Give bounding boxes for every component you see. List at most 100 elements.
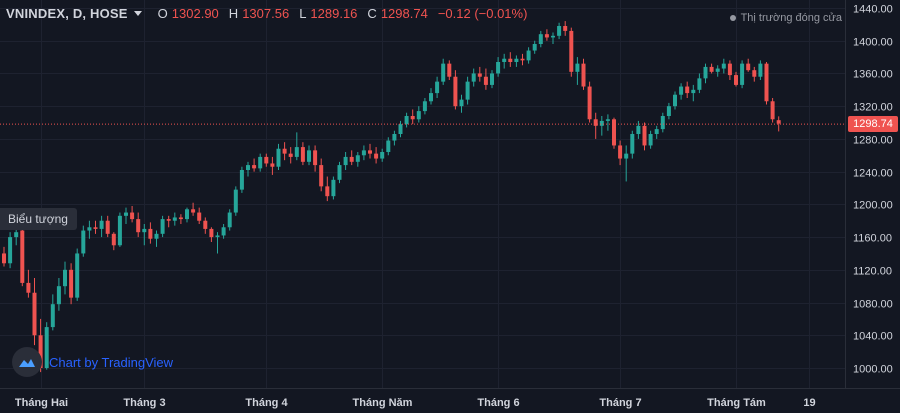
y-tick-label: 1000.00	[853, 364, 893, 376]
market-status: Thị trường đóng cửa	[729, 12, 842, 24]
candle-body	[87, 227, 92, 231]
candle-body	[69, 269, 74, 298]
candle-body	[679, 86, 684, 95]
candle	[752, 66, 757, 82]
candle-body	[544, 34, 549, 38]
candle	[374, 147, 379, 164]
candle-body	[514, 58, 519, 62]
candle-body	[636, 125, 641, 134]
candle	[258, 153, 263, 172]
candle	[276, 143, 281, 170]
market-status-text: Thị trường đóng cửa	[740, 12, 842, 24]
price-axis-bg	[845, 0, 900, 413]
candle-body	[105, 220, 110, 234]
candle-body	[215, 235, 220, 238]
candle	[69, 263, 74, 305]
candle	[532, 40, 537, 54]
candle-body	[447, 63, 452, 77]
y-tick-label: 1280.00	[853, 135, 893, 147]
candle	[20, 228, 25, 287]
candle	[111, 232, 116, 251]
candle	[471, 68, 476, 87]
candle	[721, 58, 726, 74]
candle	[56, 278, 61, 311]
candle-body	[227, 212, 232, 228]
candle	[2, 246, 6, 267]
symbol-button[interactable]: Biểu tượng	[0, 208, 77, 230]
candle-body	[532, 44, 537, 51]
candle	[185, 207, 189, 223]
candle	[612, 117, 616, 149]
candle	[233, 186, 238, 216]
candle-body	[508, 58, 513, 62]
candle	[337, 161, 342, 184]
candle-body	[776, 120, 781, 124]
candle-body	[8, 237, 13, 264]
candle	[551, 32, 555, 44]
x-tick-label: Tháng Hai	[15, 397, 68, 409]
candle	[221, 224, 226, 239]
x-tick-label: Tháng 7	[599, 397, 641, 409]
candle-body	[166, 219, 171, 221]
candle	[172, 212, 177, 226]
candle-body	[734, 75, 738, 85]
caret-down-icon[interactable]	[133, 11, 142, 16]
candle-body	[441, 63, 446, 82]
candle-body	[380, 152, 385, 159]
candle-body	[630, 134, 635, 154]
candle-body	[758, 63, 763, 77]
candle	[264, 153, 269, 167]
candle	[32, 278, 37, 346]
tradingview-logo-icon	[12, 347, 42, 377]
symbol-title[interactable]: VNINDEX, D, HOSE	[6, 6, 128, 21]
candle-body	[142, 228, 147, 233]
candle-body	[63, 269, 67, 287]
candle-body	[404, 116, 409, 125]
candle	[209, 227, 214, 242]
candle-body	[569, 30, 574, 72]
price-axis[interactable]: 1000.00 1040.00 1080.00 1120.00 1160.00 1200.…	[845, 0, 900, 413]
candle	[154, 230, 159, 247]
candle	[313, 145, 318, 172]
candle-body	[117, 215, 122, 246]
candle	[319, 158, 324, 192]
candle-body	[673, 94, 677, 107]
candle	[331, 176, 336, 200]
candle-body	[160, 219, 165, 234]
candle	[307, 145, 311, 166]
candle	[575, 57, 580, 85]
candle	[520, 53, 525, 66]
candle-body	[270, 163, 275, 167]
candle	[746, 58, 751, 72]
candle-body	[483, 76, 488, 85]
candle-body	[496, 62, 501, 74]
candle	[697, 73, 702, 94]
candle	[130, 206, 135, 223]
candle	[764, 62, 769, 105]
candle-body	[81, 230, 86, 254]
candle-body	[191, 209, 196, 213]
grid-lines	[0, 0, 845, 388]
dot-icon	[729, 15, 736, 21]
y-tick-label: 1080.00	[853, 299, 893, 311]
tradingview-branding[interactable]: Chart by TradingView	[12, 347, 173, 377]
close-value: 1298.74	[380, 6, 428, 21]
candle-body	[172, 217, 177, 221]
candle-body	[502, 58, 507, 62]
candle-body	[666, 106, 671, 116]
candle-body	[581, 63, 586, 87]
candle	[117, 212, 122, 247]
time-axis[interactable]: Tháng Hai Tháng 3 Tháng 4 Tháng Năm Tháng 6 T…	[0, 388, 900, 410]
y-tick-label: 1360.00	[853, 69, 893, 81]
candle-body	[612, 119, 616, 146]
candle-body	[752, 70, 757, 77]
candle	[666, 102, 671, 120]
candle-body	[410, 116, 415, 120]
candle-body	[526, 50, 531, 61]
candle-body	[331, 179, 336, 197]
y-tick-label: 1160.00	[853, 233, 892, 245]
candle	[502, 53, 507, 69]
candle-body	[398, 124, 403, 134]
candle	[727, 60, 732, 80]
